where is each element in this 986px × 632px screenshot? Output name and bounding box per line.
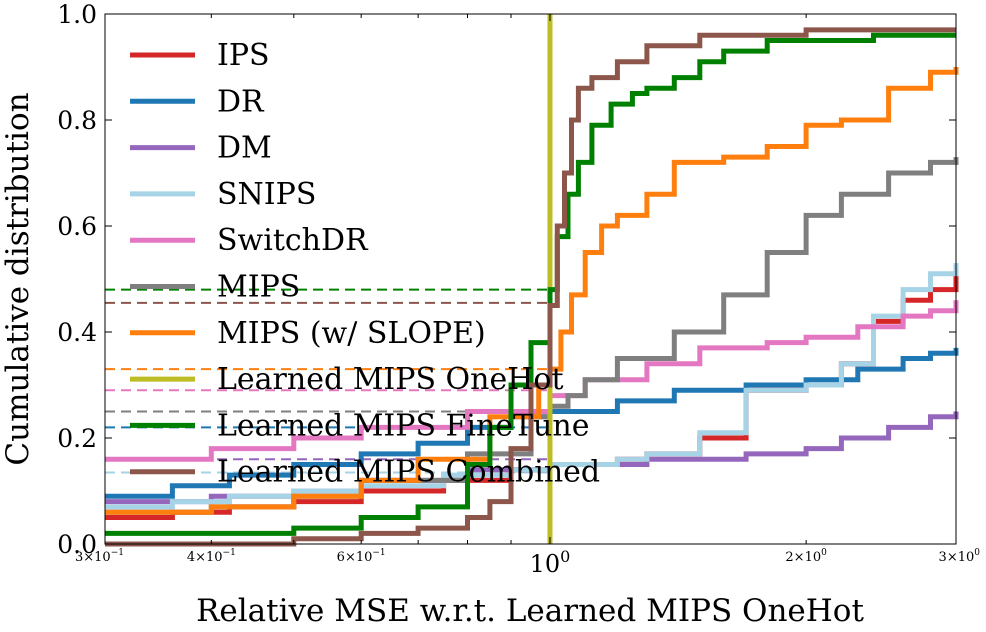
x-tick-label: 4×10−1	[187, 548, 236, 565]
legend-label-mips: MIPS	[217, 270, 300, 305]
y-tick-label: 0.4	[57, 318, 97, 347]
legend-label-snips: SNIPS	[217, 177, 316, 212]
legend-label-dm: DM	[217, 131, 272, 166]
x-tick-label: 6×10−1	[337, 548, 386, 565]
legend-label-mips-w-slope: MIPS (w/ SLOPE)	[217, 316, 486, 351]
legend-label-switchdr: SwitchDR	[217, 223, 369, 258]
legend-label-dr: DR	[217, 84, 265, 119]
y-tick-label: 0.2	[57, 424, 97, 453]
y-tick-label: 0.0	[57, 530, 97, 559]
legend-label-learned-mips-combined: Learned MIPS Combined	[217, 455, 600, 490]
legend-label-learned-mips-onehot: Learned MIPS OneHot	[217, 362, 564, 397]
y-tick-label: 0.6	[57, 212, 97, 241]
series-lines	[105, 14, 959, 547]
axis-ticks: 0.0 0.2 0.4 0.6 0.8 1.0 3×10−1 4×10−1 6×10−1 100 2…	[57, 0, 980, 578]
series-line-learned-mips-finetune	[105, 32, 956, 536]
x-tick-label: 3×100	[939, 548, 981, 565]
y-tick-label: 1.0	[57, 0, 97, 29]
series-line-snips	[105, 263, 959, 510]
legend-label-learned-mips-finetune: Learned MIPS FineTune	[217, 408, 589, 443]
x-tick-label: 2×100	[785, 548, 827, 565]
plot-frame	[104, 13, 957, 545]
series-line-learned-mips-combined	[105, 27, 956, 547]
y-axis-title: Cumulative distribution	[0, 92, 36, 465]
series-line-switchdr	[105, 300, 959, 462]
y-tick-label: 0.8	[57, 106, 97, 135]
legend: IPS DR DM SNIPS SwitchDR MIPS MIPS (w/ SLOPE) L…	[130, 38, 600, 490]
legend-label-ips: IPS	[217, 38, 270, 73]
series-line-mips-w-slope	[105, 67, 959, 515]
x-axis-title: Relative MSE w.r.t. Learned MIPS OneHot	[196, 593, 864, 629]
x-tick-label: 100	[530, 547, 571, 578]
x-tick-label: 3×10−1	[75, 548, 124, 565]
